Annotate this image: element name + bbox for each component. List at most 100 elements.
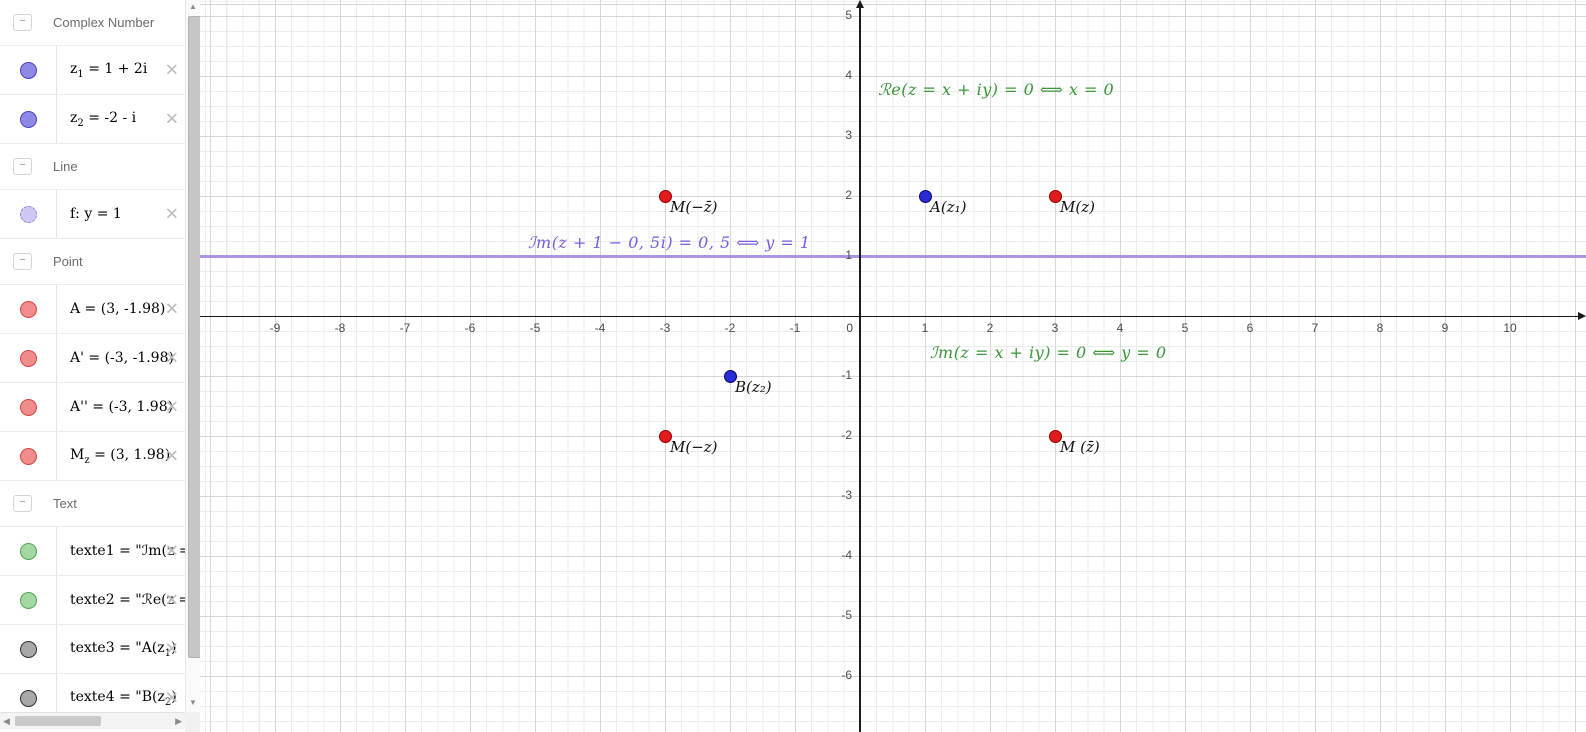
scroll-down-icon[interactable]: ▼: [189, 698, 197, 707]
delete-icon[interactable]: ✕: [164, 446, 179, 466]
text-im-line-condition[interactable]: ℐm(z + 1 − 0, 5i) = 0, 5 ⟺ y = 1: [528, 233, 811, 252]
y-axis: [859, 3, 861, 732]
x-tick-label: 8: [1376, 321, 1384, 335]
section-header-text: − Text: [0, 481, 185, 527]
line-f-y-equals-1[interactable]: [200, 254, 1586, 258]
y-tick-label: 4: [845, 68, 852, 82]
horizontal-scroll-thumb[interactable]: [15, 716, 101, 726]
algebra-row-A-double-prime: A'' = (-3, 1.98) ✕: [0, 383, 185, 432]
visibility-toggle-z1[interactable]: [0, 46, 57, 94]
delete-icon[interactable]: ✕: [164, 60, 179, 80]
algebra-row-texte1: texte1 = "ℐm(z = ✕: [0, 527, 185, 576]
section-title: Line: [53, 159, 78, 174]
x-axis: [200, 315, 1581, 318]
point-M-neg-z[interactable]: [658, 429, 672, 443]
collapse-icon[interactable]: −: [13, 253, 32, 270]
visibility-toggle-f[interactable]: [0, 190, 57, 238]
object-definition-texte2: texte2 = "ℛe(z = x: [70, 592, 185, 608]
x-tick-label: -6: [464, 321, 476, 335]
y-tick-label: 3: [845, 128, 852, 142]
object-definition-f: f: y = 1: [70, 206, 122, 222]
point-M-neg-zbar[interactable]: [658, 189, 672, 203]
visibility-toggle-texte1[interactable]: [0, 527, 57, 575]
visibility-toggle-z2[interactable]: [0, 95, 57, 143]
x-tick-label: 7: [1311, 321, 1319, 335]
delete-icon[interactable]: ✕: [164, 541, 179, 561]
x-tick-label: 9: [1441, 321, 1449, 335]
algebra-row-texte2: texte2 = "ℛe(z = x✕: [0, 576, 185, 625]
sidebar-vertical-scrollbar[interactable]: ▲ ▼: [185, 0, 201, 712]
delete-icon[interactable]: ✕: [164, 590, 179, 610]
section-header-point: − Point: [0, 239, 185, 285]
collapse-icon[interactable]: −: [13, 14, 32, 31]
object-color-dot: [19, 591, 37, 609]
y-axis-arrow-icon: [855, 0, 864, 8]
object-color-dot: [19, 300, 37, 318]
point-M-zbar[interactable]: [1048, 429, 1062, 443]
point-B-z2[interactable]: [723, 369, 737, 383]
point-A-z1[interactable]: [918, 189, 932, 203]
delete-icon[interactable]: ✕: [164, 204, 179, 224]
y-tick-label: 1: [845, 248, 852, 262]
sidebar-horizontal-scrollbar[interactable]: ◀ ▶: [0, 712, 185, 729]
text-im-condition[interactable]: ℐm(z = x + iy) = 0 ⟺ y = 0: [930, 343, 1167, 362]
visibility-toggle-texte4[interactable]: [0, 674, 57, 712]
delete-icon[interactable]: ✕: [164, 688, 179, 708]
object-color-dot: [19, 349, 37, 367]
y-tick-label: -2: [841, 428, 852, 442]
y-tick-label: -3: [841, 488, 852, 502]
delete-icon[interactable]: ✕: [164, 299, 179, 319]
visibility-toggle-A[interactable]: [0, 285, 57, 333]
x-tick-label: 4: [1116, 321, 1124, 335]
algebra-row-f: f: y = 1 ✕: [0, 190, 185, 239]
x-tick-label: 10: [1503, 321, 1517, 335]
visibility-toggle-texte3[interactable]: [0, 625, 57, 673]
y-tick-label: -6: [841, 668, 852, 682]
object-color-dot: [19, 447, 37, 465]
x-tick-label: -2: [724, 321, 736, 335]
section-title: Text: [53, 496, 77, 511]
point-label-point-M-zbar: M (z̄): [1060, 438, 1100, 456]
x-tick-label: 5: [1181, 321, 1189, 335]
x-tick-label: -7: [399, 321, 411, 335]
visibility-toggle-Mz[interactable]: [0, 432, 57, 480]
object-definition-Mz: Mz = (3, 1.98): [70, 446, 171, 466]
text-re-condition[interactable]: ℛe(z = x + iy) = 0 ⟺ x = 0: [878, 80, 1115, 99]
point-label-point-M-neg-zbar: M(−z̄): [670, 198, 718, 216]
collapse-icon[interactable]: −: [13, 158, 32, 175]
y-tick-label: -5: [841, 608, 852, 622]
x-tick-label: 0: [846, 321, 853, 335]
delete-icon[interactable]: ✕: [164, 639, 179, 659]
object-color-dot: [19, 542, 37, 560]
algebra-row-texte3: texte3 = "A(z1) ✕: [0, 625, 185, 674]
scroll-up-icon[interactable]: ▲: [189, 2, 197, 11]
scroll-left-icon[interactable]: ◀: [3, 716, 10, 726]
delete-icon[interactable]: ✕: [164, 109, 179, 129]
x-tick-label: 6: [1246, 321, 1254, 335]
x-tick-label: 2: [986, 321, 994, 335]
visibility-toggle-A-double-prime[interactable]: [0, 383, 57, 431]
object-color-dot: [19, 689, 37, 707]
collapse-icon[interactable]: −: [13, 495, 32, 512]
object-definition-A: A = (3, -1.98): [70, 301, 166, 317]
object-color-dot: [19, 398, 37, 416]
object-definition-z1: z1 = 1 + 2i: [70, 60, 148, 80]
scroll-right-icon[interactable]: ▶: [175, 716, 182, 726]
algebra-row-A: A = (3, -1.98) ✕: [0, 285, 185, 334]
visibility-toggle-texte2[interactable]: [0, 576, 57, 624]
object-color-dot: [19, 205, 37, 223]
object-definition-z2: z2 = -2 - i: [70, 109, 137, 129]
point-M-z[interactable]: [1048, 189, 1062, 203]
visibility-toggle-A-prime[interactable]: [0, 334, 57, 382]
section-title: Point: [53, 254, 83, 269]
x-tick-label: -5: [529, 321, 541, 335]
delete-icon[interactable]: ✕: [164, 397, 179, 417]
object-color-dot: [19, 640, 37, 658]
point-label-point-B-z2: B(z₂): [735, 378, 772, 396]
y-tick-label: 2: [845, 188, 852, 202]
x-tick-label: -4: [594, 321, 606, 335]
point-label-point-A-z1: A(z₁): [930, 198, 967, 216]
delete-icon[interactable]: ✕: [164, 348, 179, 368]
section-header-complex-number: − Complex Number: [0, 0, 185, 46]
graphics-view[interactable]: -9 -8 -7 -6 -5 -4 -3 -2 -1 0 1 2 3 4 5 6 7 8 9 10 5 4 3 2 1 -1 -2 -…: [200, 0, 1586, 732]
